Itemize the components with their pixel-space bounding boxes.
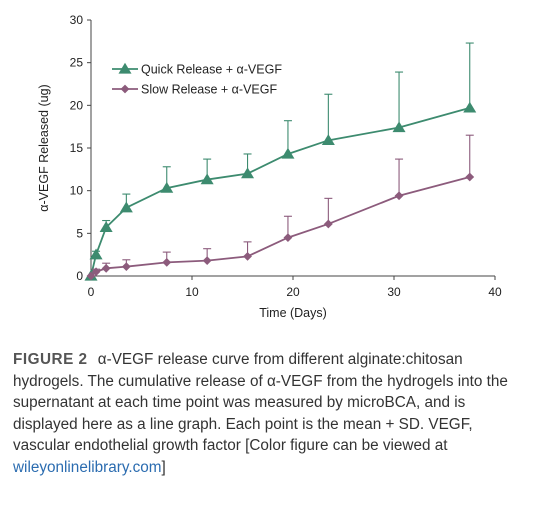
- y-tick-label: 10: [70, 184, 84, 198]
- y-tick-label: 5: [76, 226, 83, 240]
- data-point: [323, 219, 333, 229]
- data-point: [463, 101, 477, 113]
- chart-axes: 0 5 10 15 20 25 30 0 10 20 30 40 Time (Days) α-VEGF R…: [37, 13, 502, 320]
- data-point: [99, 221, 113, 233]
- data-point: [465, 172, 475, 182]
- y-tick-label: 30: [70, 13, 84, 27]
- data-point: [243, 251, 252, 261]
- data-point: [241, 167, 255, 179]
- series-1: [84, 42, 477, 281]
- chart-series: [84, 42, 477, 281]
- line-chart: 0 5 10 15 20 25 30 0 10 20 30 40 Time (Days) α-VEGF R…: [37, 13, 502, 320]
- y-tick-label: 20: [70, 98, 84, 112]
- legend-marker: [120, 84, 130, 94]
- y-tick-label: 25: [70, 56, 84, 70]
- figure-label: FIGURE 2: [13, 351, 88, 368]
- x-tick-label: 30: [387, 285, 401, 299]
- data-point: [392, 121, 406, 133]
- legend-entry-2: Slow Release + α-VEGF: [112, 83, 277, 97]
- x-axis-label: Time (Days): [259, 306, 327, 320]
- x-tick-label: 40: [488, 285, 502, 299]
- x-tick-label: 10: [185, 285, 199, 299]
- legend-entry-1: Quick Release + α-VEGF: [112, 63, 282, 77]
- data-point: [119, 201, 133, 213]
- x-tick-label: 0: [88, 285, 95, 299]
- data-point: [162, 257, 172, 267]
- data-point: [91, 267, 101, 277]
- caption-link[interactable]: wileyonlinelibrary.com: [13, 458, 162, 476]
- data-point: [160, 181, 174, 193]
- data-point: [86, 271, 96, 281]
- caption-text: α-VEGF release curve from different algi…: [13, 351, 508, 454]
- y-axis-label: α-VEGF Released (ug): [37, 84, 51, 211]
- series-2: [86, 134, 475, 281]
- legend-label: Slow Release + α-VEGF: [141, 83, 277, 97]
- y-tick-label: 15: [70, 141, 84, 155]
- chart-legend: Quick Release + α-VEGF Slow Release + α-V…: [112, 63, 282, 97]
- data-point: [101, 263, 111, 273]
- legend-marker: [118, 62, 132, 74]
- data-point: [321, 134, 335, 145]
- data-point: [281, 147, 295, 159]
- caption-closing: ]: [161, 458, 166, 476]
- series-line: [90, 176, 470, 277]
- figure-caption: FIGURE 2 α-VEGF release curve from diffe…: [13, 349, 533, 478]
- legend-label: Quick Release + α-VEGF: [141, 63, 282, 77]
- data-point: [394, 191, 404, 201]
- data-point: [283, 233, 293, 242]
- data-point: [89, 248, 103, 260]
- y-tick-label: 0: [76, 269, 83, 283]
- data-point: [200, 173, 214, 185]
- x-tick-label: 20: [286, 285, 300, 299]
- data-point: [202, 256, 212, 266]
- data-point: [121, 262, 131, 272]
